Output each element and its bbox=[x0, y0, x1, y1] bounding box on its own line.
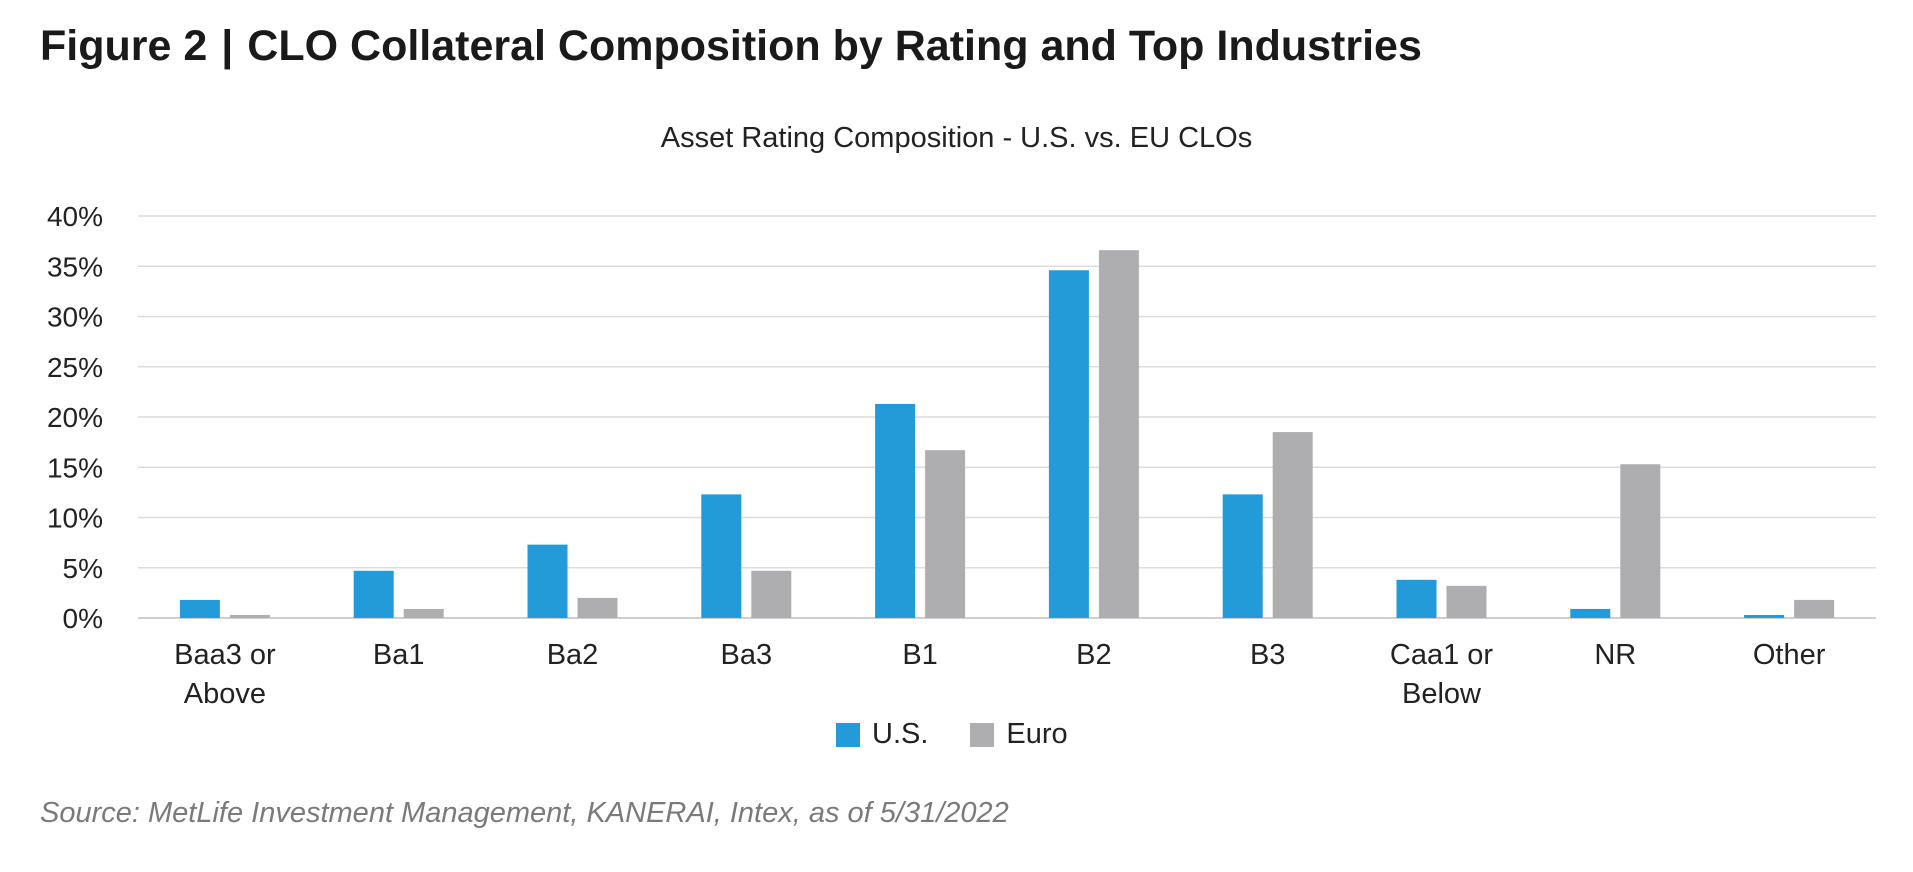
x-tick-label-line: NR bbox=[1594, 639, 1636, 671]
title-separator: | bbox=[221, 22, 234, 70]
bar-euro bbox=[751, 570, 792, 618]
y-tick-label: 5% bbox=[63, 553, 103, 584]
x-tick-label-line: B1 bbox=[902, 639, 937, 671]
bar-euro bbox=[1098, 250, 1139, 619]
bar-us bbox=[527, 544, 568, 618]
bar-us bbox=[353, 570, 394, 618]
legend-item-us: U.S. bbox=[836, 718, 928, 751]
y-tick-label: 15% bbox=[47, 452, 103, 483]
bar-euro bbox=[1620, 464, 1661, 618]
legend-label-euro: Euro bbox=[1006, 718, 1068, 750]
bar-us bbox=[1396, 579, 1437, 618]
x-tick-label: Ba2 bbox=[547, 639, 599, 671]
bar-us bbox=[1048, 270, 1089, 618]
y-tick-label: 40% bbox=[47, 201, 103, 232]
y-tick-label: 25% bbox=[47, 352, 103, 383]
x-tick-label: Ba3 bbox=[720, 639, 772, 671]
x-tick-label-line: B2 bbox=[1076, 639, 1111, 671]
y-tick-label: 35% bbox=[47, 251, 103, 282]
x-tick-label-line: Ba1 bbox=[373, 639, 425, 671]
bar-euro bbox=[577, 597, 618, 618]
bar-euro bbox=[1794, 599, 1835, 618]
y-tick-label: 30% bbox=[47, 302, 103, 333]
x-tick-label: B3 bbox=[1250, 639, 1285, 671]
bar-euro bbox=[403, 608, 444, 618]
legend-item-euro: Euro bbox=[970, 718, 1068, 751]
x-tick-label-line: Baa3 or bbox=[174, 639, 276, 671]
bar-us bbox=[1222, 494, 1263, 618]
bar-us bbox=[179, 599, 220, 618]
x-tick-label: Caa1 or Below bbox=[1390, 639, 1494, 710]
x-tick-label: B1 bbox=[902, 639, 937, 671]
y-tick-label: 0% bbox=[63, 603, 103, 634]
bar-us bbox=[875, 403, 916, 618]
bar-euro bbox=[1446, 585, 1487, 618]
x-tick-label: B2 bbox=[1076, 639, 1111, 671]
bar-euro bbox=[925, 450, 966, 618]
legend-label-us: U.S. bbox=[872, 718, 929, 750]
x-tick-label-line: Below bbox=[1402, 678, 1482, 710]
x-tick-label-line: Ba3 bbox=[720, 639, 772, 671]
legend-swatch-euro bbox=[970, 722, 995, 747]
y-tick-label: 20% bbox=[47, 402, 103, 433]
legend-swatch-us bbox=[836, 722, 860, 747]
x-tick-label-line: Above bbox=[184, 678, 266, 710]
bar-us bbox=[1570, 608, 1611, 618]
figure-title-text: CLO Collateral Composition by Rating and… bbox=[247, 22, 1422, 70]
bar-us bbox=[701, 494, 742, 618]
chart-legend: U.S. Euro bbox=[836, 718, 1110, 751]
x-tick-label-line: Ba2 bbox=[547, 639, 599, 671]
x-tick-label: Other bbox=[1753, 639, 1826, 671]
chart-title: Asset Rating Composition - U.S. vs. EU C… bbox=[660, 122, 1253, 154]
bar-euro bbox=[229, 614, 270, 618]
y-tick-label: 10% bbox=[47, 503, 103, 534]
x-tick-label-line: Other bbox=[1753, 639, 1826, 671]
figure-title: Figure 2 | CLO Collateral Composition by R… bbox=[40, 22, 1422, 71]
x-tick-label-line: B3 bbox=[1250, 639, 1285, 671]
bar-euro bbox=[1272, 432, 1313, 618]
x-tick-label: Ba1 bbox=[373, 639, 425, 671]
figure-label: Figure 2 bbox=[40, 22, 208, 70]
bar-us bbox=[1744, 614, 1785, 618]
source-note: Source: MetLife Investment Management, K… bbox=[40, 797, 1009, 829]
x-tick-label-line: Caa1 or bbox=[1390, 639, 1494, 671]
x-tick-label: Baa3 or Above bbox=[174, 639, 276, 710]
x-tick-label: NR bbox=[1594, 639, 1636, 671]
